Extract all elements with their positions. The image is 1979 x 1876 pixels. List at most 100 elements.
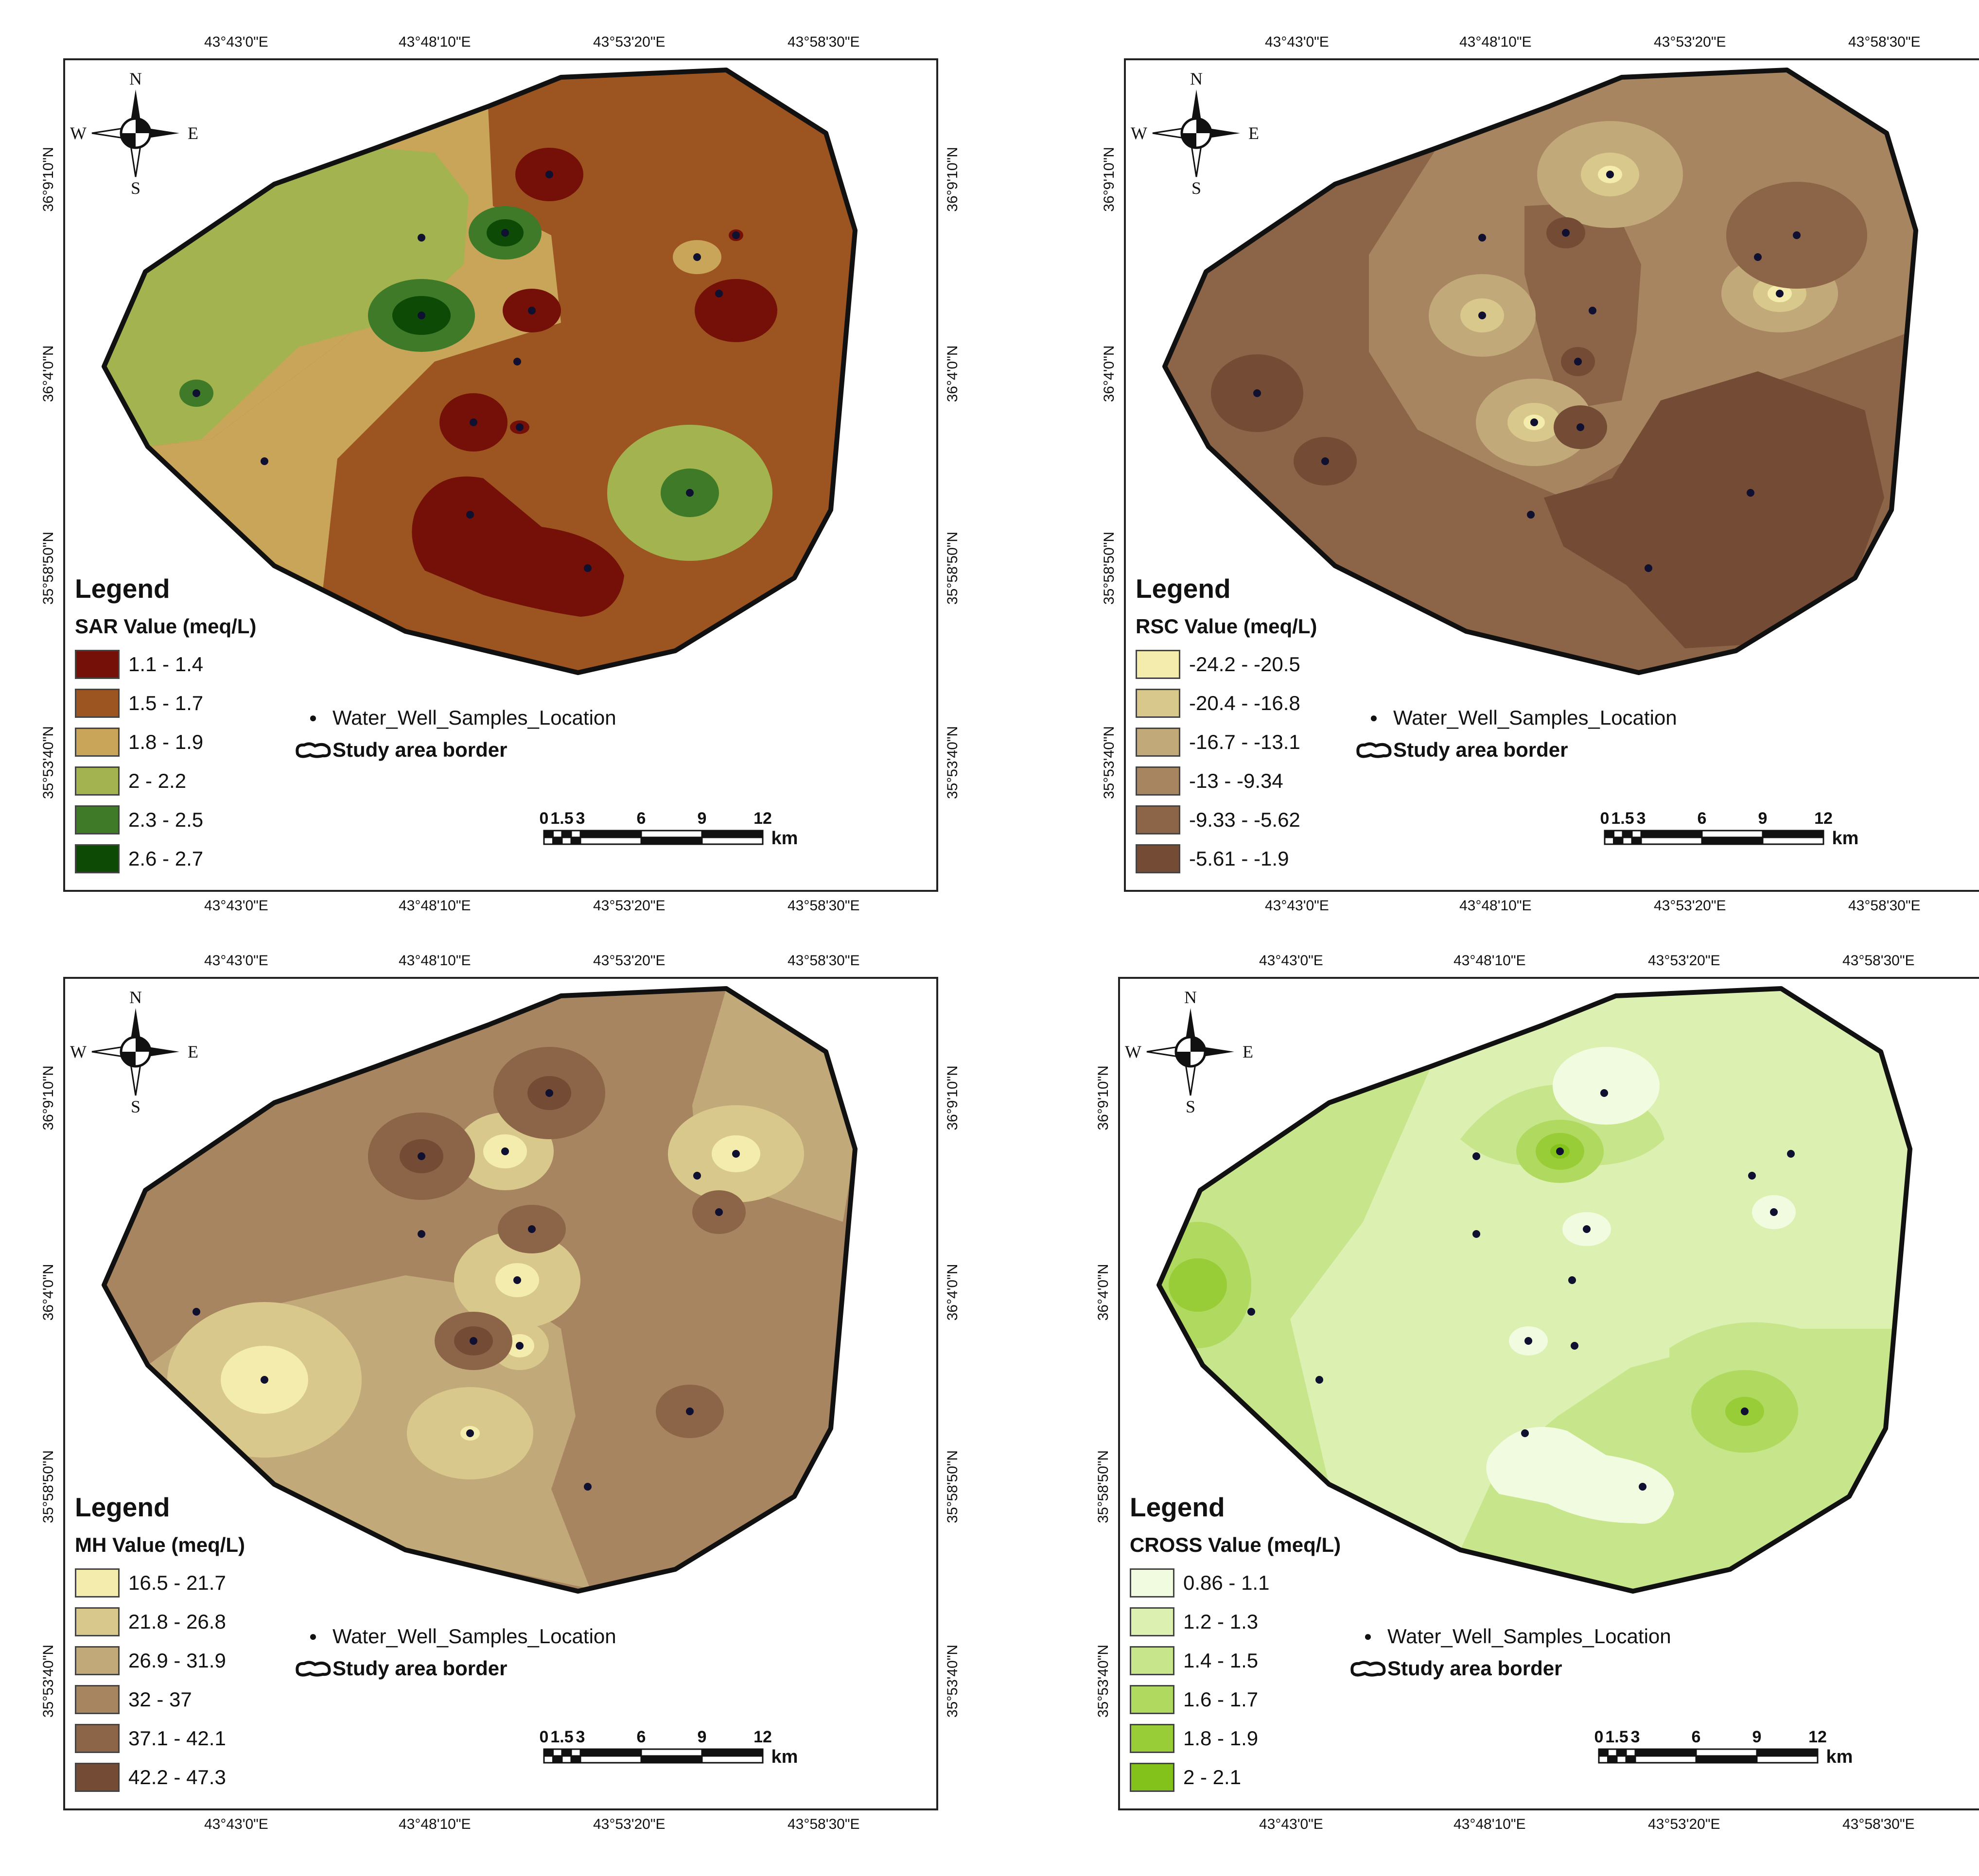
sar-legend: Legend SAR Value (meq/L) 1.1 - 1.4 1.5 - …	[75, 573, 367, 878]
scale-segment	[1607, 1755, 1618, 1764]
scale-segment	[552, 830, 563, 838]
scale-segment	[1625, 1748, 1636, 1757]
legend-class-row: -13 - -9.34	[1136, 762, 1427, 800]
legend-class-row: 1.5 - 1.7	[75, 684, 367, 723]
latitude-label: 35°58'50"N	[1101, 531, 1117, 605]
legend-class-label: 0.86 - 1.1	[1183, 1571, 1270, 1594]
legend-swatch	[1136, 805, 1180, 834]
legend-class-label: 1.4 - 1.5	[1183, 1649, 1259, 1672]
legend-class-label: -13 - -9.34	[1189, 769, 1283, 792]
longitude-label: 43°48'10"E	[399, 898, 471, 914]
latitude-label: 36°9'10"N	[1095, 1065, 1111, 1130]
scale-segment	[1640, 830, 1703, 838]
longitude-label: 43°48'10"E	[399, 953, 471, 969]
legend-class-label: 32 - 37	[128, 1688, 192, 1711]
legend-swatch	[75, 766, 120, 796]
longitude-label: 43°48'10"E	[1454, 1816, 1526, 1832]
well-sample-point	[732, 1150, 740, 1158]
scale-unit-label: km	[771, 828, 798, 849]
scale-tick-label: 0	[1594, 1728, 1604, 1746]
scale-tick-label: 6	[1698, 809, 1707, 828]
border-legend-label: Study area border	[1387, 1657, 1562, 1680]
well-sample-point	[418, 1152, 425, 1160]
scale-unit-label: km	[771, 1747, 798, 1767]
latitude-label: 35°58'50"N	[1095, 1450, 1111, 1524]
well-dot-icon: ●	[1364, 1629, 1372, 1644]
border-legend-label: Study area border	[333, 1657, 508, 1680]
well-sample-point	[1247, 1308, 1255, 1316]
longitude-label: 43°53'20"E	[1654, 34, 1726, 50]
scale-segment	[552, 836, 563, 845]
latitude-label: 35°58'50"N	[945, 531, 961, 605]
legend-class-label: -9.33 - -5.62	[1189, 808, 1300, 831]
legend-class-label: 1.5 - 1.7	[128, 692, 204, 714]
longitude-label: 43°58'30"E	[1842, 953, 1915, 969]
scale-tick-label: 12	[753, 809, 772, 828]
latitude-label: 35°53'40"N	[1101, 726, 1117, 799]
longitude-label: 43°58'30"E	[788, 953, 860, 969]
latitude-label: 35°58'50"N	[40, 531, 56, 605]
legend-class-row: 1.8 - 1.9	[1130, 1719, 1421, 1758]
well-sample-point	[193, 1308, 200, 1316]
mh-map: N S W E	[70, 986, 858, 1594]
border-outline-icon	[1350, 1661, 1386, 1677]
well-sample-point	[1748, 1172, 1756, 1180]
scale-segment	[1701, 836, 1764, 845]
longitude-label: 43°53'20"E	[593, 953, 666, 969]
well-dot-icon: ●	[309, 710, 317, 725]
legend-swatch	[1130, 1763, 1174, 1792]
scale-tick-label: 3	[1637, 809, 1646, 828]
legend-class-row: -5.61 - -1.9	[1136, 839, 1427, 878]
longitude-label: 43°53'20"E	[593, 34, 666, 50]
legend-title: Legend	[1130, 1492, 1225, 1522]
scale-segment	[561, 1748, 572, 1757]
longitude-label: 43°58'30"E	[788, 1816, 860, 1832]
well-sample-point	[1770, 1208, 1778, 1216]
legend-variable-title: RSC Value (meq/L)	[1136, 615, 1317, 638]
well-sample-point	[1562, 229, 1570, 237]
scale-tick-label: 0	[1600, 809, 1610, 828]
well-sample-point	[513, 1276, 521, 1284]
scale-unit-label: km	[1832, 828, 1859, 849]
legend-swatch	[1136, 844, 1180, 873]
compass-label-e: E	[1248, 123, 1259, 143]
well-sample-point	[1253, 389, 1261, 397]
longitude-label: 43°58'30"E	[1848, 898, 1921, 914]
well-sample-point	[1556, 1147, 1564, 1155]
well-sample-point	[1793, 231, 1801, 239]
scale-segment	[1762, 836, 1824, 845]
scale-tick-label: 9	[698, 1728, 707, 1746]
scale-segment	[1613, 830, 1624, 838]
well-sample-point	[418, 312, 425, 319]
well-sample-point	[1478, 234, 1486, 242]
scale-tick-label: 1.5	[550, 1728, 573, 1746]
legend-swatch	[75, 1568, 120, 1598]
scale-segment	[561, 830, 572, 838]
compass-label-e: E	[1243, 1042, 1253, 1061]
well-sample-point	[261, 1376, 268, 1384]
north-arrow-icon: N S W E	[1131, 69, 1259, 198]
well-sample-point	[470, 1337, 477, 1345]
legend-class-row: -9.33 - -5.62	[1136, 800, 1427, 839]
scale-segment	[570, 1748, 581, 1757]
legend-class-row: 37.1 - 42.1	[75, 1719, 367, 1758]
legend-class-row: 1.6 - 1.7	[1130, 1680, 1421, 1719]
longitude-label: 43°48'10"E	[1454, 953, 1526, 969]
latitude-label: 36°4'0"N	[40, 345, 56, 402]
legend-swatch	[1130, 1724, 1174, 1753]
longitude-label: 43°43'0"E	[1265, 898, 1329, 914]
value-zone	[1486, 1426, 1674, 1524]
legend-class-row: 0.86 - 1.1	[1130, 1563, 1421, 1602]
scale-tick-label: 6	[1692, 1728, 1701, 1746]
well-sample-point	[516, 423, 524, 431]
scale-tick-label: 1.5	[550, 809, 573, 828]
longitude-label: 43°58'30"E	[1842, 1816, 1915, 1832]
scale-segment	[579, 1748, 642, 1757]
study-area-border	[102, 68, 858, 675]
sar-map: N S W E	[70, 68, 858, 675]
well-sample-point	[1741, 1407, 1749, 1415]
legend-swatch	[75, 1646, 120, 1675]
